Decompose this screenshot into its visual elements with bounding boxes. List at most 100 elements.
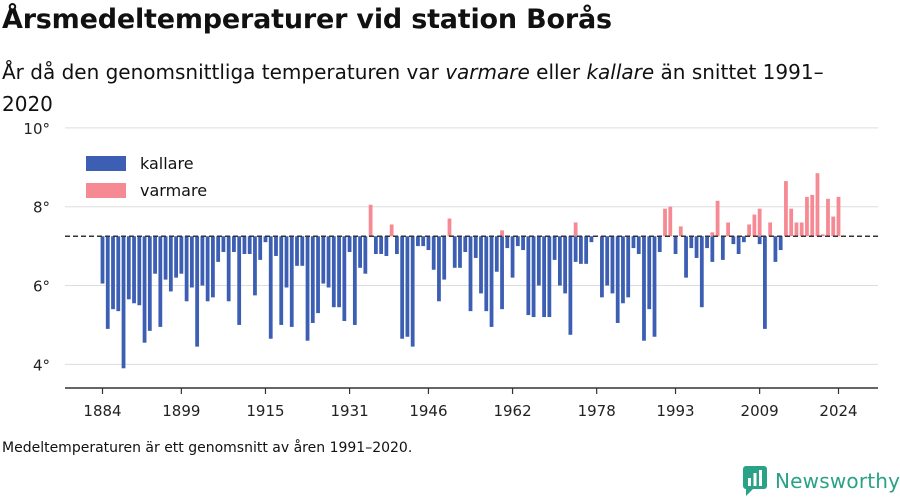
bar-kallare [557, 236, 562, 286]
bar-kallare [221, 236, 226, 253]
bar-kallare [684, 236, 688, 278]
bar-kallare [763, 236, 767, 329]
bar-kallare [515, 236, 520, 247]
subtitle-text-3: än snittet 1991–2020 [2, 60, 824, 116]
bar-kallare [484, 236, 489, 312]
y-axis-labels: 4° 6° 8° 10° [23, 120, 50, 374]
bar-kallare [321, 236, 326, 284]
bar-kallare [258, 236, 263, 260]
bar-kallare [305, 236, 310, 341]
bar-varmare [368, 204, 373, 237]
bar-varmare [500, 230, 504, 237]
bar-kallare [773, 236, 778, 262]
bar-varmare [815, 173, 820, 237]
bar-varmare [747, 224, 752, 237]
bar-varmare [768, 222, 773, 237]
bar-varmare [726, 222, 730, 237]
bar-kallare [316, 236, 320, 314]
bar-kallare [179, 236, 184, 274]
bar-kallare [437, 236, 441, 302]
bar-kallare [584, 236, 589, 264]
bar-kallare [247, 236, 252, 254]
chart-title: Årsmedeltemperaturer vid station Borås [2, 4, 612, 35]
bar-kallare [673, 236, 678, 254]
bar-varmare [710, 232, 715, 237]
bar-kallare [237, 236, 242, 325]
bar-kallare [547, 236, 552, 318]
bar-kallare [363, 236, 368, 274]
bar-kallare [163, 236, 168, 280]
legend-swatch-varmare [86, 183, 126, 198]
bar-kallare [589, 236, 594, 243]
bar-kallare [526, 236, 531, 316]
gridlines [65, 127, 878, 365]
subtitle-cold-word: kallare [586, 60, 655, 84]
bar-kallare [458, 236, 462, 268]
bar-kallare [116, 236, 121, 312]
bar-kallare [263, 236, 268, 243]
bar-kallare [358, 236, 362, 268]
bar-kallare [442, 236, 447, 280]
bar-kallare [310, 236, 315, 323]
bar-kallare [126, 236, 131, 300]
bar-kallare [600, 236, 604, 298]
bar-kallare [531, 236, 536, 318]
y-tick-label: 6° [33, 278, 50, 296]
bar-kallare [100, 236, 105, 284]
bar-kallare [731, 236, 736, 245]
bar-varmare [784, 181, 788, 237]
x-tick-label: 2024 [819, 402, 857, 420]
bars [100, 173, 841, 369]
bar-kallare [605, 236, 610, 286]
bar-kallare [342, 236, 347, 321]
subtitle-text-1: År då den genomsnittliga temperaturen va… [2, 60, 446, 84]
bar-kallare [720, 236, 725, 260]
bar-kallare [552, 236, 557, 260]
bar-kallare [421, 236, 426, 247]
bar-kallare [216, 236, 221, 262]
y-tick-label: 10° [23, 120, 50, 138]
bar-varmare [678, 226, 683, 237]
bar-kallare [405, 236, 410, 337]
x-tick-label: 1899 [162, 402, 200, 420]
bar-kallare [111, 236, 115, 310]
bar-kallare [657, 236, 662, 253]
bar-kallare [295, 236, 299, 266]
bar-kallare [621, 236, 625, 304]
bar-kallare [579, 236, 583, 264]
bar-kallare [542, 236, 546, 318]
bar-varmare [826, 198, 830, 237]
bar-varmare [757, 208, 762, 237]
bar-kallare [300, 236, 305, 266]
bar-varmare [789, 208, 794, 237]
bar-varmare [794, 222, 799, 237]
bar-kallare [184, 236, 189, 302]
bar-kallare [400, 236, 405, 339]
bar-kallare [757, 236, 762, 245]
bar-kallare [189, 236, 194, 288]
subtitle-text-2: eller [529, 60, 587, 84]
bar-kallare [200, 236, 205, 286]
bar-kallare [279, 236, 284, 325]
brand-logo: Newsworthy [743, 466, 900, 496]
bar-kallare [489, 236, 494, 327]
bar-varmare [663, 208, 667, 237]
bar-varmare [447, 218, 452, 237]
bar-kallare [347, 236, 352, 253]
bar-varmare [573, 222, 578, 237]
bar-kallare [142, 236, 147, 343]
x-tick-label: 2009 [741, 402, 779, 420]
footnote: Medeltemperaturen är ett genomsnitt av å… [2, 440, 413, 456]
bar-varmare [715, 200, 720, 237]
y-tick-label: 4° [33, 356, 50, 374]
chart-subtitle: År då den genomsnittliga temperaturen va… [2, 56, 862, 120]
bar-kallare [195, 236, 200, 347]
bar-kallare [568, 236, 573, 335]
bar-varmare [820, 234, 825, 237]
bar-kallare [274, 236, 278, 256]
x-tick-label: 1884 [83, 402, 121, 420]
x-tick-label: 1946 [409, 402, 447, 420]
bar-kallare [174, 236, 178, 278]
x-tick-label: 1931 [330, 402, 368, 420]
bar-kallare [132, 236, 136, 304]
